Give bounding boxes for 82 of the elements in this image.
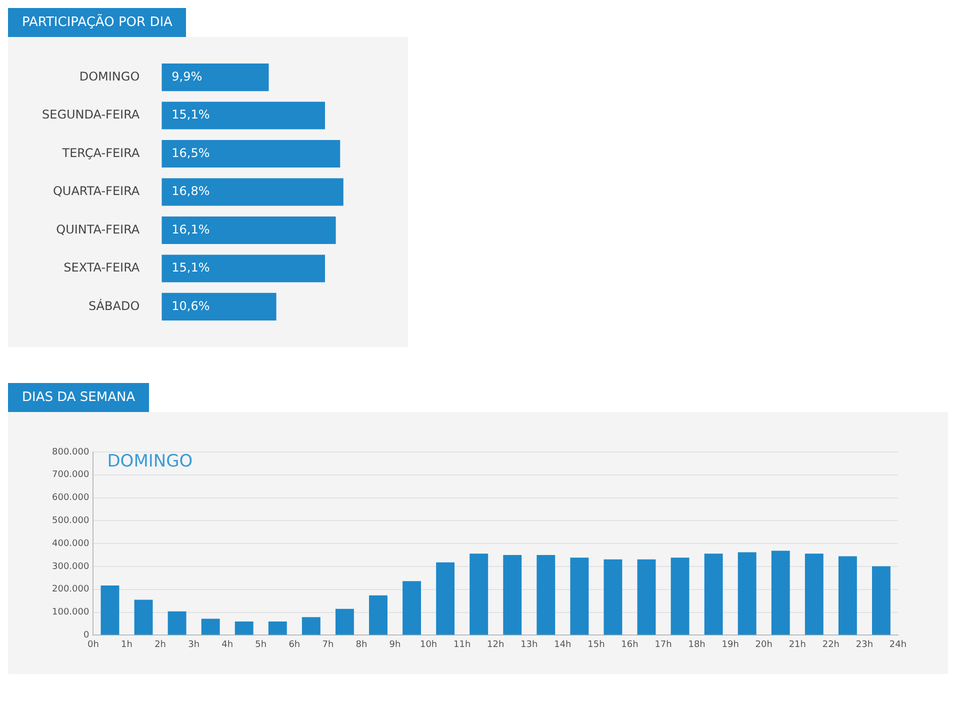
data-label: 10,6% bbox=[172, 298, 210, 313]
bar bbox=[570, 558, 589, 635]
bar bbox=[738, 552, 756, 635]
x-tick-label: 21h bbox=[788, 640, 806, 650]
data-label: 16,5% bbox=[172, 146, 210, 160]
x-tick-label: 6h bbox=[288, 640, 300, 650]
bar bbox=[168, 611, 186, 635]
x-tick-label: 24h bbox=[889, 640, 907, 650]
bar bbox=[470, 554, 488, 635]
y-tick-label: 800.000 bbox=[52, 447, 90, 458]
bar bbox=[162, 64, 269, 92]
bar bbox=[268, 621, 287, 635]
x-tick-label: 11h bbox=[454, 640, 471, 650]
x-tick-label: 18h bbox=[688, 640, 706, 650]
bar bbox=[335, 608, 354, 635]
y-tick-label: TERÇA-FEIRA bbox=[61, 146, 140, 160]
x-tick-label: 8h bbox=[356, 640, 368, 650]
x-tick-label: 9h bbox=[389, 640, 401, 650]
x-tick-label: 17h bbox=[654, 640, 672, 650]
x-tick-label: 1h bbox=[121, 640, 132, 650]
bar bbox=[604, 559, 622, 635]
y-tick-label: 700.000 bbox=[52, 470, 90, 480]
data-label: 16,1% bbox=[172, 222, 210, 236]
bar bbox=[162, 178, 344, 206]
y-tick-label: 500.000 bbox=[52, 516, 90, 526]
x-tick-label: 4h bbox=[222, 640, 234, 650]
x-tick-label: 20h bbox=[755, 640, 772, 650]
data-label: 9,9% bbox=[172, 69, 202, 84]
x-tick-label: 3h bbox=[188, 640, 200, 650]
x-tick-label: 12h bbox=[487, 640, 504, 650]
y-tick-label: 200.000 bbox=[52, 584, 90, 595]
bar bbox=[201, 618, 220, 635]
bar bbox=[771, 550, 790, 635]
bar bbox=[637, 559, 656, 635]
x-tick-label: 14h bbox=[554, 640, 572, 650]
data-label: 16,8% bbox=[172, 184, 210, 198]
y-tick-label: SÁBADO bbox=[88, 298, 140, 313]
chart-title: DIAS DA SEMANA bbox=[8, 383, 150, 412]
bar bbox=[436, 562, 455, 635]
bar bbox=[838, 556, 857, 635]
bar bbox=[162, 102, 325, 130]
y-tick-label: 400.000 bbox=[52, 538, 90, 549]
x-tick-label: 23h bbox=[856, 640, 874, 650]
x-tick-label: 19h bbox=[722, 640, 739, 650]
bar bbox=[536, 555, 556, 635]
bar bbox=[162, 140, 340, 168]
y-tick-label: SEXTA-FEIRA bbox=[64, 260, 140, 275]
bar bbox=[234, 621, 254, 635]
x-tick-label: 5h bbox=[255, 640, 267, 650]
bar bbox=[402, 581, 421, 635]
bar bbox=[162, 292, 276, 320]
x-tick-label: 10h bbox=[420, 640, 438, 650]
bar bbox=[503, 555, 522, 635]
chart-title: PARTICIPAÇÃO POR DIA bbox=[8, 8, 186, 37]
bar bbox=[804, 554, 824, 635]
x-tick-label: 7h bbox=[322, 640, 334, 650]
x-tick-label: 0h bbox=[88, 640, 99, 650]
bar bbox=[670, 558, 690, 635]
data-label: 15,1% bbox=[172, 260, 210, 275]
chart-subtitle: DOMINGO bbox=[107, 451, 193, 472]
y-tick-label: QUARTA-FEIRA bbox=[52, 184, 140, 198]
y-tick-label: 300.000 bbox=[52, 562, 90, 572]
x-tick-label: 16h bbox=[621, 640, 638, 650]
bar bbox=[369, 595, 388, 635]
y-tick-label: 100.000 bbox=[52, 608, 90, 618]
y-tick-label: QUINTA-FEIRA bbox=[56, 222, 140, 236]
bar bbox=[162, 216, 336, 244]
x-tick-label: 2h bbox=[154, 640, 166, 650]
data-label: 15,1% bbox=[172, 108, 210, 122]
y-tick-label: DOMINGO bbox=[79, 69, 140, 84]
bar bbox=[100, 586, 120, 635]
x-tick-label: 22h bbox=[822, 640, 840, 650]
y-tick-label: 600.000 bbox=[52, 493, 90, 504]
bar bbox=[134, 600, 153, 635]
y-tick-label: 0 bbox=[83, 630, 90, 641]
x-tick-label: 15h bbox=[588, 640, 605, 650]
bar bbox=[162, 254, 325, 282]
y-tick-label: SEGUNDA-FEIRA bbox=[42, 108, 140, 122]
bar bbox=[302, 617, 320, 635]
x-tick-label: 13h bbox=[520, 640, 538, 650]
bar bbox=[704, 554, 723, 635]
bar bbox=[872, 566, 890, 635]
